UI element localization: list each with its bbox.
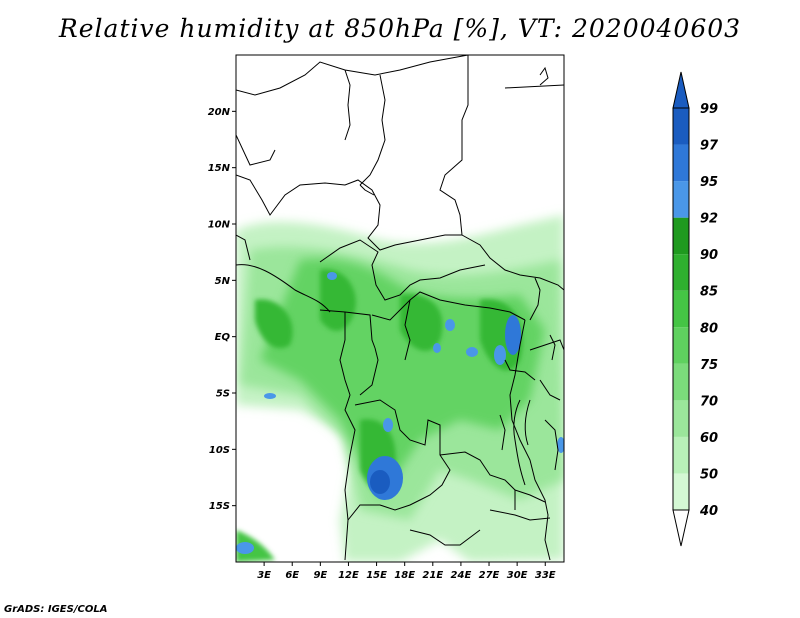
lon-tick-label: 33E [535, 570, 556, 581]
country-borders [236, 55, 564, 561]
colorbar-segment [673, 144, 689, 182]
colorbar-lower-triangle [672, 509, 690, 547]
colorbar-segment [673, 436, 689, 474]
lon-tick-label: 12E [338, 570, 359, 581]
lat-tick-label: 10N [208, 220, 231, 231]
lon-tick-label: 6E [285, 570, 299, 581]
map-frame [235, 54, 565, 563]
lon-tick-label: 21E [422, 570, 443, 581]
colorbar-label: 99 [700, 102, 718, 117]
colorbar-label: 90 [700, 248, 718, 263]
lon-tick-label: 27E [479, 570, 500, 581]
colorbar-segment [673, 290, 689, 328]
colorbar-label: 60 [700, 431, 718, 446]
colorbar-label: 97 [700, 139, 719, 154]
colorbar-label: 70 [700, 394, 718, 409]
colorbar-segment [673, 108, 689, 145]
colorbar-segment [673, 181, 689, 218]
colorbar-outline [672, 107, 690, 511]
lat-tick-label: 5S [216, 389, 230, 400]
colorbar-label: 80 [700, 321, 718, 336]
colorbar: 40 50 60 70 75 80 85 90 92 95 97 99 [672, 71, 719, 547]
lat-tick-label: 10S [209, 445, 230, 456]
colorbar-segment [673, 400, 689, 437]
lon-tick-label: 18E [394, 570, 415, 581]
map-title: Relative humidity at 850hPa [%], VT: 202… [58, 14, 742, 43]
colorbar-segment [673, 254, 689, 291]
colorbar-segment [673, 327, 689, 364]
lon-tick-label: 24E [451, 570, 472, 581]
colorbar-label: 92 [700, 212, 718, 227]
colorbar-segment [673, 363, 689, 401]
colorbar-label: 50 [700, 467, 718, 482]
grads-credit: GrADS: IGES/COLA [4, 604, 108, 615]
colorbar-label: 40 [699, 504, 718, 519]
map-plot-area: 20N 15N 10N 5N EQ 5S 10S 15S 3E 6E 9E 12E 15E 18E 21E 2… [208, 54, 565, 581]
lon-tick-label: 9E [313, 570, 327, 581]
lat-tick-label: 15S [209, 501, 230, 512]
colorbar-label: 75 [700, 358, 718, 373]
colorbar-segment [673, 473, 689, 510]
lat-tick-label: 20N [208, 107, 231, 118]
lat-tick-label: 5N [215, 276, 231, 287]
lon-tick-label: 30E [507, 570, 528, 581]
lon-tick-label: 3E [257, 570, 271, 581]
lat-tick-label: EQ [215, 332, 231, 343]
colorbar-label: 95 [700, 175, 718, 190]
lat-tick-label: 15N [208, 163, 231, 174]
lon-tick-label: 15E [366, 570, 387, 581]
humidity-band-85 [255, 269, 523, 491]
colorbar-label: 85 [700, 285, 718, 300]
colorbar-upper-triangle [672, 71, 690, 109]
colorbar-segment [673, 217, 689, 255]
